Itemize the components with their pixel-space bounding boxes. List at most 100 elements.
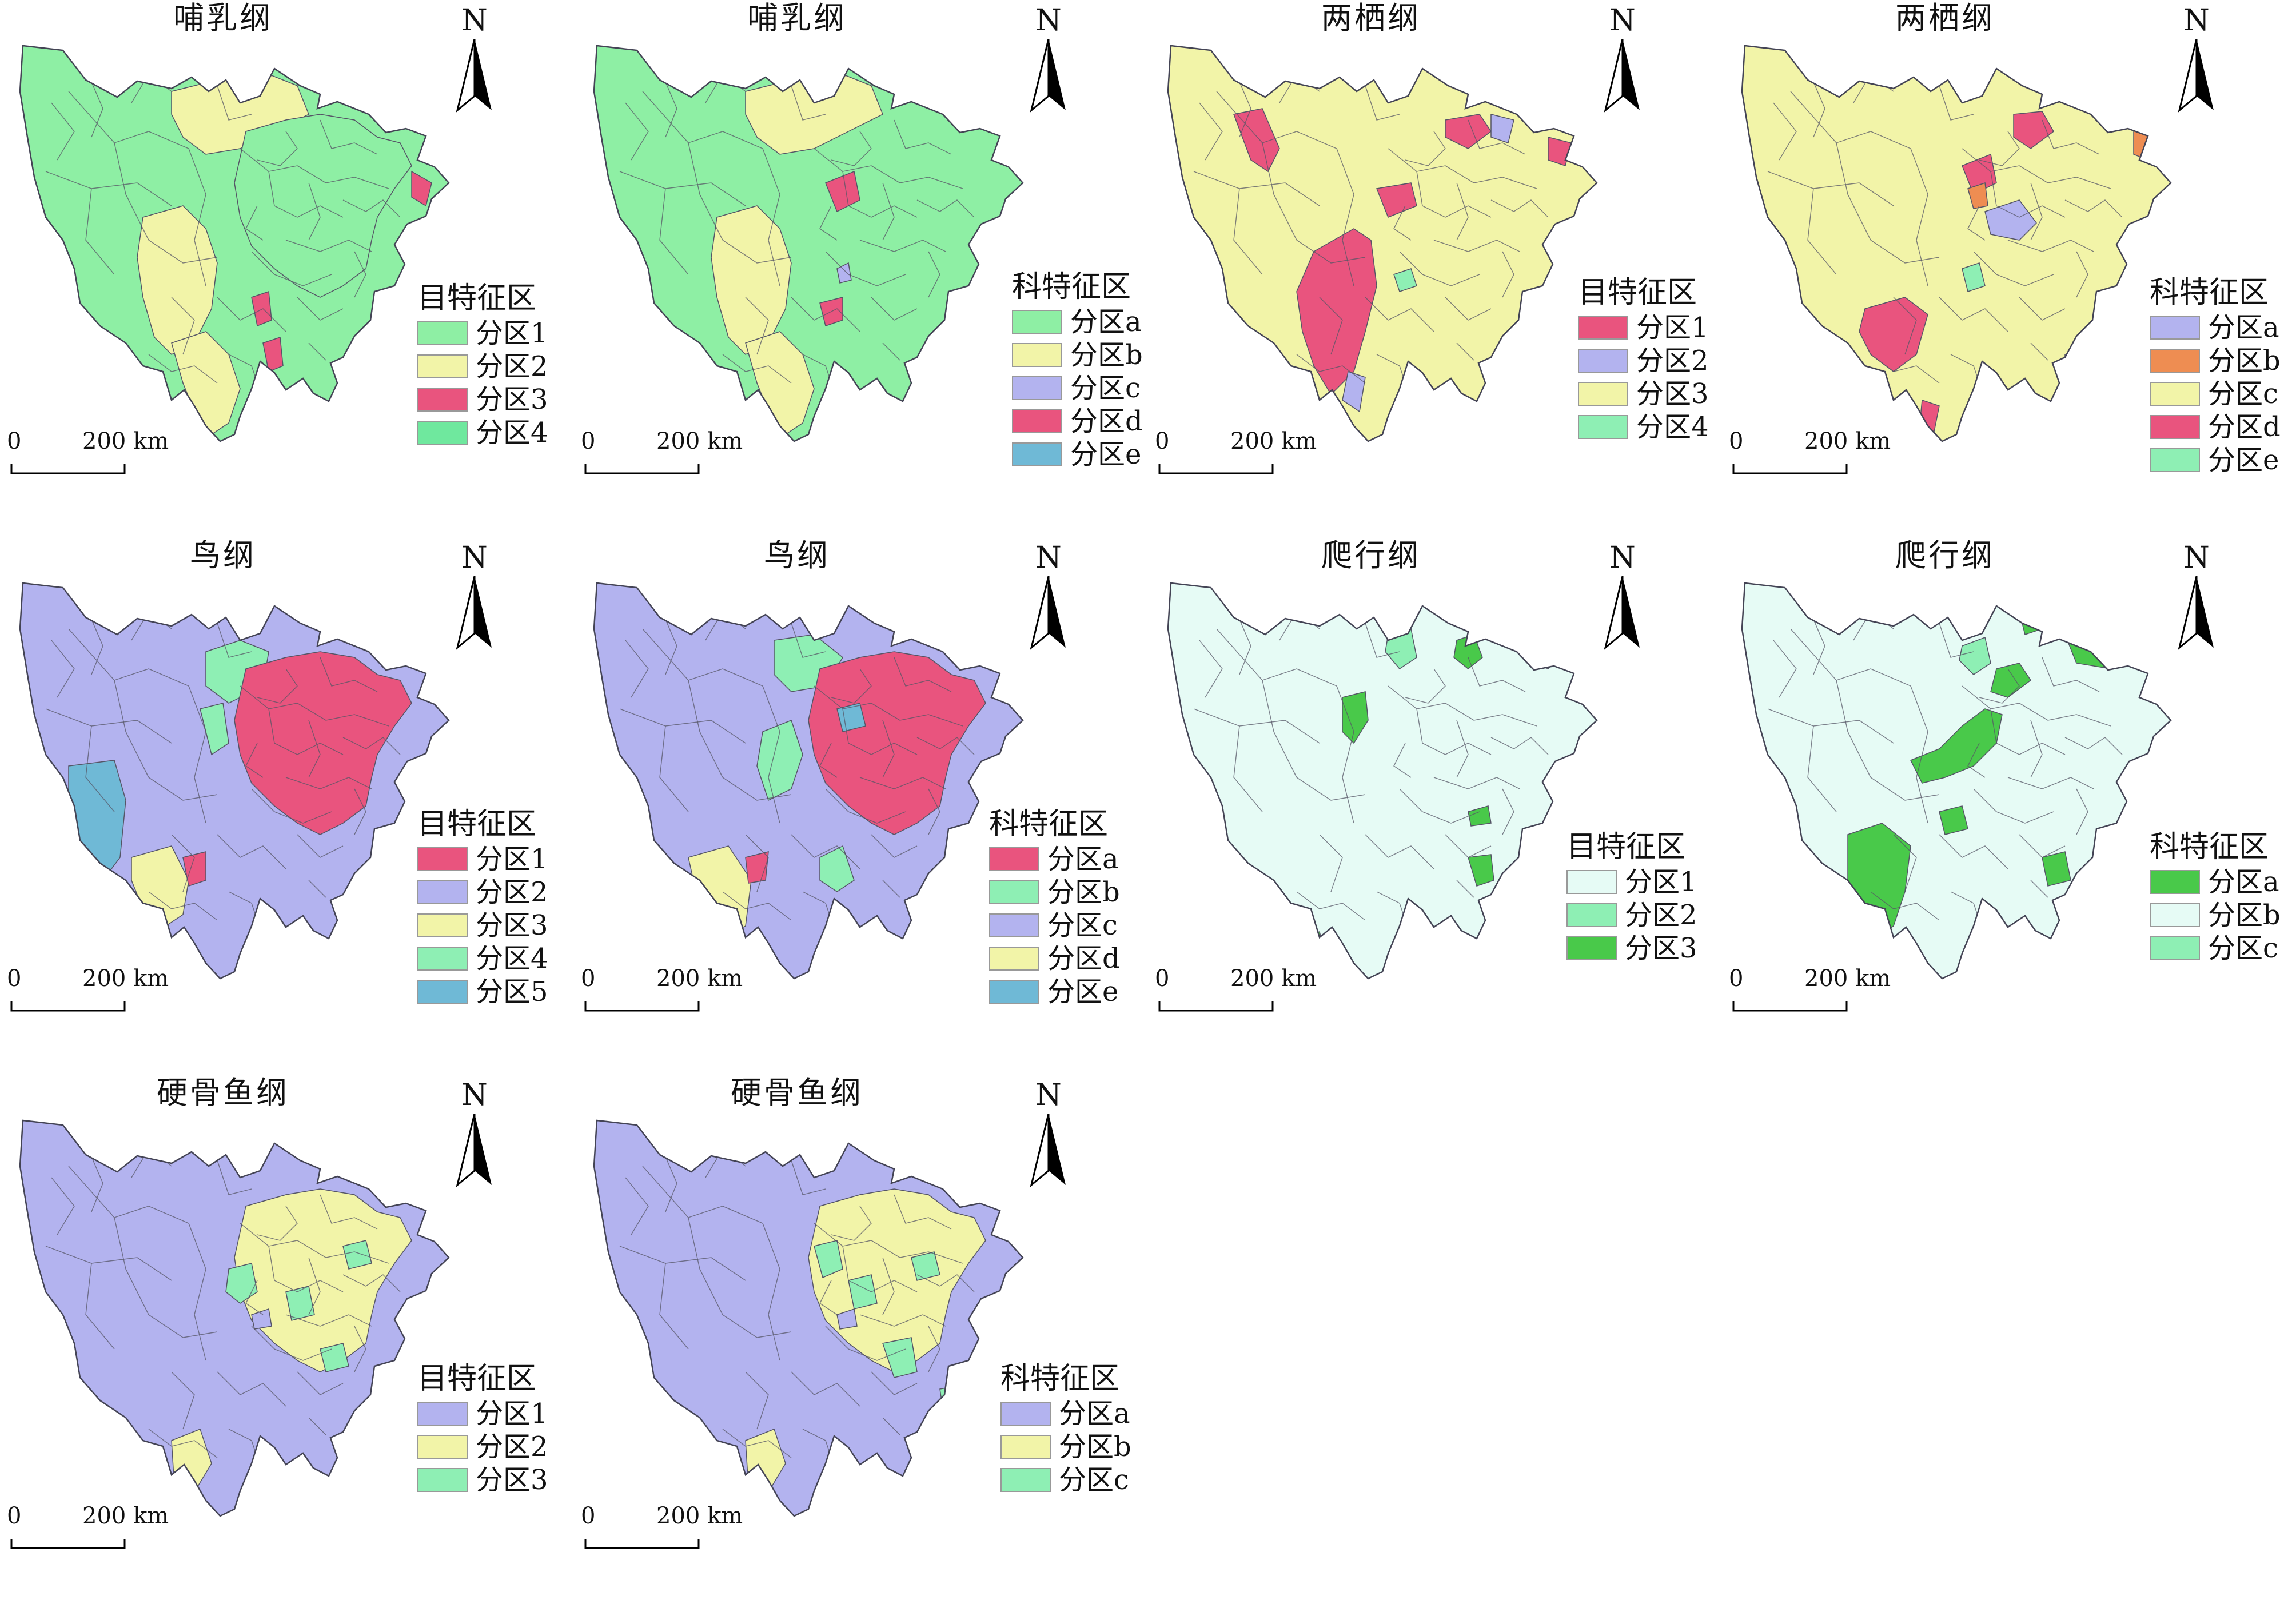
legend-title: 目特征区 (417, 807, 537, 841)
zone-region (808, 651, 986, 835)
county-boundary (791, 297, 860, 332)
province-map (1167, 45, 1598, 442)
legend: 目特征区 分区1 分区2 分区3 (417, 1360, 548, 1497)
county-boundary (285, 240, 372, 252)
legend-item: 分区e (2150, 444, 2281, 477)
county-boundary (762, 148, 780, 286)
scale-zero-label: 0 (581, 1503, 596, 1529)
legend-label: 分区d (2208, 411, 2281, 443)
scale-zero-label: 0 (7, 965, 22, 992)
county-boundary (257, 131, 298, 166)
county-boundary (114, 680, 149, 778)
legend-label: 分区2 (476, 350, 548, 382)
legend-label: 分区a (2208, 312, 2279, 344)
county-boundary (1445, 834, 1492, 858)
legend-item: 分区4 (417, 416, 548, 449)
county-boundary (308, 1417, 326, 1435)
county-boundary (1199, 102, 1223, 161)
county-boundary (1490, 737, 1549, 755)
county-boundary (2030, 342, 2048, 361)
legend-swatch (2150, 382, 2200, 406)
county-boundary (1962, 685, 2111, 727)
county-boundary (2030, 880, 2048, 898)
legend-swatch (2150, 448, 2200, 472)
north-arrow-icon (1604, 39, 1640, 113)
legend-label: 分区a (2208, 866, 2279, 898)
county-boundary (745, 1371, 769, 1430)
legend-item: 分区a (989, 843, 1120, 876)
county-boundary (51, 102, 75, 161)
county-boundary (882, 1257, 895, 1315)
panel-title: 爬行纲 (1895, 537, 1995, 573)
zone-region (1959, 636, 1991, 675)
map-panel: 哺乳纲 N 0 200 km 目特征区 分区1 分区2 分区3 分区4 (0, 0, 574, 537)
county-boundary (342, 199, 401, 218)
legend-swatch (1000, 1402, 1051, 1426)
county-boundary (2007, 777, 2094, 789)
county-boundary (814, 148, 963, 189)
zone-region (2013, 111, 2054, 149)
county-boundary (882, 720, 895, 778)
legend-item: 分区c (2150, 932, 2281, 965)
county-boundary (916, 199, 975, 218)
legend-label: 分区d (1070, 405, 1143, 437)
province-outline (1167, 45, 1598, 442)
legend: 科特征区 分区a 分区b 分区c 分区d 分区e (1012, 269, 1143, 471)
legend: 目特征区 分区1 分区2 分区3 分区4 (1578, 274, 1709, 444)
county-boundary (814, 1223, 963, 1264)
legend-title: 科特征区 (1000, 1362, 1120, 1396)
legend-label: 分区b (2208, 345, 2281, 377)
map-panel: 爬行纲 N 0 200 km 科特征区 分区a 分区b 分区c (1722, 537, 2296, 1075)
scale-length-label: 200 km (656, 428, 743, 454)
legend-label: 分区1 (476, 1398, 548, 1430)
legend-item: 分区c (989, 909, 1120, 942)
county-boundary (1445, 297, 1492, 321)
legend-label: 分区a (1059, 1398, 1130, 1430)
county-boundary (217, 85, 252, 121)
legend-swatch (1000, 1435, 1051, 1459)
county-boundary (825, 251, 906, 286)
legend-swatch (417, 913, 468, 937)
county-boundary (859, 240, 946, 252)
legend-swatch (2150, 870, 2200, 894)
legend-label: 分区4 (476, 943, 548, 975)
county-boundary (871, 1371, 918, 1395)
scale-zero-label: 0 (1729, 428, 1744, 454)
scale-length-label: 200 km (82, 428, 169, 454)
legend-item: 分区c (2150, 377, 2281, 410)
scale-zero-label: 0 (581, 965, 596, 992)
county-boundary (245, 743, 264, 778)
scale-bar: 0 200 km (1729, 429, 1900, 480)
county-boundary (619, 171, 746, 206)
panel-title: 两栖纲 (1321, 0, 1421, 36)
county-boundary (1456, 880, 1474, 898)
panel-title: 硬骨鱼纲 (157, 1075, 289, 1111)
county-boundary (1336, 148, 1354, 286)
county-boundary (354, 251, 366, 298)
legend-swatch (2150, 903, 2200, 927)
north-arrow: N (2174, 542, 2219, 651)
county-boundary (308, 880, 326, 898)
county-boundary (894, 1194, 952, 1230)
county-boundary (928, 251, 940, 298)
base-region (594, 1120, 1023, 1516)
scale-bar: 0 200 km (1729, 966, 1900, 1018)
zone-region (848, 1274, 878, 1310)
legend-item: 分区2 (1566, 899, 1697, 932)
county-boundary (1807, 188, 1837, 275)
county-boundary (85, 188, 115, 275)
county-boundary (1979, 668, 2020, 704)
legend-swatch (989, 913, 1039, 937)
county-boundary (1973, 788, 2054, 824)
legend-label: 分区b (1047, 876, 1120, 908)
legend-swatch (989, 947, 1039, 971)
county-boundary (1336, 685, 1354, 824)
province-outline (1741, 582, 2172, 980)
county-boundary (619, 1246, 746, 1281)
base-region (1742, 46, 2171, 441)
county-boundary (916, 737, 975, 755)
county-boundary (1773, 640, 1797, 698)
zone-region (836, 1308, 858, 1330)
county-boundary (1490, 199, 1549, 218)
legend-item: 分区3 (417, 383, 548, 416)
